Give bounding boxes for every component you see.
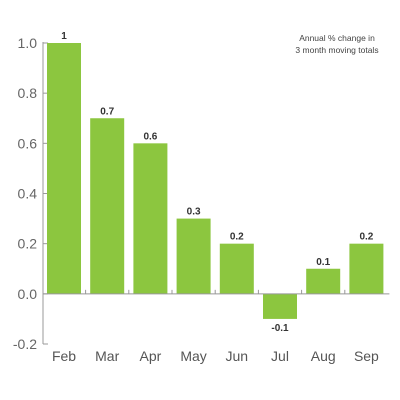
data-label-feb: 1 bbox=[61, 31, 67, 42]
y-axis: 1.0 0.8 0.6 0.4 0.2 0.0 -0.2 bbox=[13, 35, 48, 352]
x-category-label: May bbox=[180, 348, 206, 364]
data-label-apr: 0.6 bbox=[143, 131, 157, 142]
data-label-jul: -0.1 bbox=[271, 323, 289, 334]
x-category-label: Sep bbox=[354, 348, 379, 364]
x-axis: Feb Mar Apr May Jun Jul Aug Sep bbox=[43, 289, 390, 364]
y-tick-label: 0.2 bbox=[18, 236, 38, 252]
y-tick-label: 0.0 bbox=[18, 286, 38, 302]
annotation-line-1: Annual % change in bbox=[299, 33, 375, 43]
x-category-label: Jun bbox=[226, 348, 249, 364]
bar-jun bbox=[219, 243, 254, 294]
x-category-label: Apr bbox=[140, 348, 162, 364]
y-tick-label: 0.8 bbox=[18, 85, 38, 101]
x-category-label: Aug bbox=[311, 348, 336, 364]
data-label-jun: 0.2 bbox=[230, 232, 244, 243]
x-category-label: Jul bbox=[271, 348, 289, 364]
bar-may bbox=[176, 218, 211, 294]
bar-apr bbox=[133, 143, 168, 294]
data-label-may: 0.3 bbox=[187, 207, 201, 218]
chart-annotation: Annual % change in 3 month moving totals bbox=[295, 33, 378, 55]
bar-mar bbox=[90, 118, 125, 294]
annotation-line-2: 3 month moving totals bbox=[295, 45, 378, 55]
bar-feb bbox=[47, 43, 81, 294]
bar-jul bbox=[263, 293, 297, 319]
x-category-label: Feb bbox=[52, 348, 76, 364]
x-category-label: Mar bbox=[95, 348, 119, 364]
y-tick-label: 0.6 bbox=[18, 135, 38, 151]
bar-aug bbox=[306, 268, 341, 294]
y-tick-label: 0.4 bbox=[18, 186, 38, 202]
data-label-mar: 0.7 bbox=[100, 106, 114, 117]
y-tick-label: -0.2 bbox=[13, 336, 37, 352]
bars: 1 0.7 0.6 0.3 0.2 -0.1 0.1 0.2 bbox=[47, 31, 384, 334]
data-label-aug: 0.1 bbox=[316, 257, 330, 268]
y-tick-label: 1.0 bbox=[18, 35, 38, 51]
data-label-sep: 0.2 bbox=[359, 232, 373, 243]
bar-sep bbox=[349, 243, 384, 294]
